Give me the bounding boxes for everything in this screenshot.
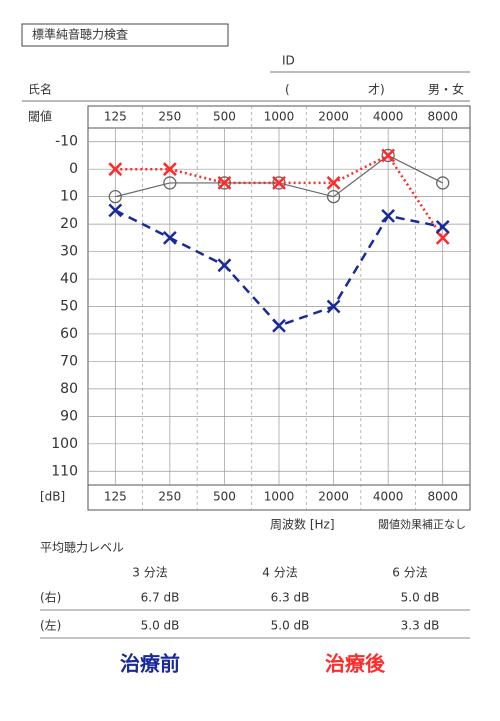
marker-circle [326,190,341,204]
row-label: (左) [40,618,61,633]
x-tick-label: 500 [213,110,236,124]
y-tick-label: 80 [60,381,78,397]
marker-cross [272,318,286,333]
row-label: (右) [40,590,61,605]
marker-circle [163,176,177,190]
marker-cross [435,230,450,245]
x-tick-label: 125 [104,110,127,124]
age-open: ( [285,83,290,97]
marker-cross [217,176,232,190]
x-tick-label: 250 [158,110,181,124]
y-tick-label: 20 [60,216,78,232]
marker-cross [272,176,286,190]
y-tick-label: 30 [60,244,78,260]
y-tick-label: 10 [60,189,78,205]
marker-cross [381,208,396,223]
sex: 男・女 [428,82,464,97]
row-value: 6.7 dB [141,591,180,605]
doc-title: 標準純音聴力検査 [32,27,128,42]
marker-cross [162,162,177,177]
marker-circle [436,176,450,190]
legend-label: 治療後 [325,652,386,676]
x-tick-label: 250 [158,490,181,504]
marker-cross [381,148,396,163]
x-tick-label: 2000 [318,110,349,124]
marker-cross [326,299,341,314]
marker-circle [381,148,395,163]
x-axis-title: 周波数 [Hz] [270,517,335,532]
legend-label: 治療前 [120,652,180,676]
title-box [21,23,229,47]
row-value: 5.0 dB [401,591,440,605]
corner-label: 閾値 [28,109,52,124]
x-tick-label: 4000 [373,490,404,504]
y-tick-label: 60 [60,326,78,342]
y-tick-label: 70 [60,353,78,369]
marker-cross [435,219,450,234]
marker-circle [108,190,122,204]
method-label: 6 分法 [392,566,427,580]
x-tick-label: 8000 [427,110,458,124]
x-tick-label: 500 [213,490,236,504]
row-value: 6.3 dB [271,591,310,605]
marker-cross [326,176,341,190]
plot-frame [87,105,471,511]
row-value: 3.3 dB [401,619,440,633]
y-tick-label: 0 [69,161,78,177]
marker-cross [217,258,232,273]
y-tick-label: 90 [60,408,78,424]
marker-cross [108,162,123,177]
age-close: 才) [368,83,385,97]
unit-label: [dB] [40,490,65,504]
x-tick-label: 125 [104,490,127,504]
x-tick-label: 8000 [427,490,458,504]
row-value: 5.0 dB [271,619,310,633]
y-tick-label: 50 [60,299,78,315]
average-title: 平均聴力レベル [40,541,124,555]
x-tick-label: 1000 [264,490,295,504]
x-tick-label: 2000 [318,490,349,504]
id-label: ID [282,54,295,68]
marker-cross [108,203,123,218]
y-tick-label: 110 [51,463,78,479]
y-tick-label: 40 [60,271,78,287]
y-tick-label: 100 [51,436,78,452]
note: 閾値効果補正なし [378,517,466,531]
x-tick-label: 1000 [264,110,295,124]
row-value: 5.0 dB [141,619,180,633]
x-tick-label: 4000 [373,110,404,124]
method-label: 3 分法 [132,566,167,580]
method-label: 4 分法 [262,566,297,580]
y-tick-label: -10 [55,134,78,150]
name-label: 氏名 [28,82,52,97]
marker-cross [162,230,177,245]
